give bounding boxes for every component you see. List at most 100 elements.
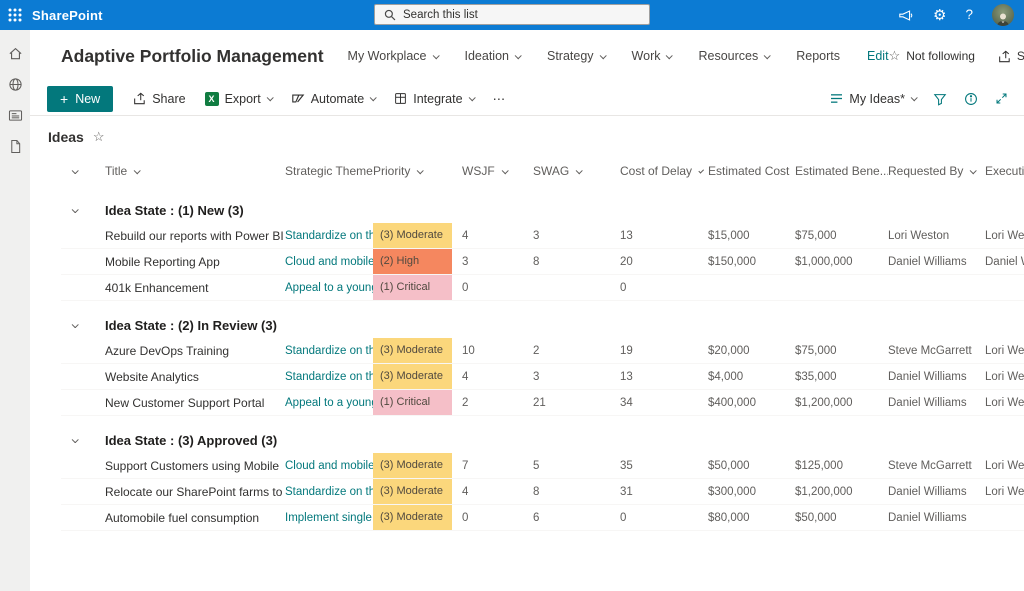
cell-theme[interactable]: Standardize on three softw xyxy=(285,370,373,383)
site-header: 1 Adaptive Portfolio Management My Workp… xyxy=(30,30,1024,82)
cell-title[interactable]: Rebuild our reports with Power BI Design… xyxy=(105,228,285,243)
cell-theme[interactable]: Standardize on three softw xyxy=(285,229,373,242)
announcements-button[interactable] xyxy=(898,9,914,22)
site-share-button[interactable]: Share xyxy=(997,49,1024,63)
table-row[interactable]: Mobile Reporting App Cloud and mobile fi… xyxy=(61,249,1024,275)
nav-reports[interactable]: Reports xyxy=(796,49,841,63)
share-button[interactable]: Share xyxy=(132,92,186,106)
settings-button[interactable]: ⚙ xyxy=(933,8,946,23)
cell-swag: 8 xyxy=(533,255,540,268)
table-row[interactable]: Automobile fuel consumption Implement si… xyxy=(61,505,1024,531)
cell-requested-by: Steve McGarrett xyxy=(888,459,972,472)
column-header-priority[interactable]: Priority xyxy=(373,164,462,178)
rail-home-button[interactable] xyxy=(8,45,23,62)
site-nav: My Workplace Ideation Strategy Work Reso… xyxy=(348,49,889,63)
table-row[interactable]: Rebuild our reports with Power BI Design… xyxy=(61,223,1024,249)
table-row[interactable]: Website Analytics Standardize on three s… xyxy=(61,364,1024,390)
help-button[interactable]: ? xyxy=(965,8,973,22)
chevron-down-icon[interactable] xyxy=(71,207,79,213)
rail-news-button[interactable] xyxy=(8,107,23,124)
ellipsis-icon: ⋯ xyxy=(492,92,506,106)
column-header-executive-sponsor[interactable]: Executive Sp xyxy=(985,164,1024,178)
cell-requested-by: Daniel Williams xyxy=(888,485,967,498)
view-selector[interactable]: My Ideas* xyxy=(830,92,918,106)
cell-theme[interactable]: Standardize on three softw xyxy=(285,344,373,357)
table-row[interactable]: Relocate our SharePoint farms to Azure S… xyxy=(61,479,1024,505)
user-avatar[interactable] xyxy=(992,4,1014,26)
column-header-estimated-benefit[interactable]: Estimated Bene... xyxy=(795,164,888,178)
cell-title[interactable]: Support Customers using Mobile xyxy=(105,458,280,473)
automate-button[interactable]: Automate xyxy=(291,92,377,106)
expand-diagonal-icon xyxy=(996,93,1007,104)
chevron-down-icon[interactable] xyxy=(71,437,79,443)
column-header-requested-by[interactable]: Requested By xyxy=(888,164,985,178)
integrate-button[interactable]: Integrate xyxy=(394,92,476,106)
nav-strategy[interactable]: Strategy xyxy=(547,49,607,63)
column-header-title[interactable]: Title xyxy=(105,164,285,178)
column-header-wsjf[interactable]: WSJF xyxy=(462,164,533,178)
cell-theme[interactable]: Appeal to a younger demo xyxy=(285,396,373,409)
site-title[interactable]: Adaptive Portfolio Management xyxy=(61,45,324,66)
filter-funnel-icon xyxy=(933,93,947,106)
chevron-down-icon xyxy=(666,51,674,59)
document-icon xyxy=(10,139,20,154)
nav-edit[interactable]: Edit xyxy=(867,49,889,63)
filter-button[interactable] xyxy=(933,92,947,106)
cell-title[interactable]: Azure DevOps Training xyxy=(105,343,230,358)
suite-app-name[interactable]: SharePoint xyxy=(32,7,103,23)
main-content: 1 Adaptive Portfolio Management My Workp… xyxy=(30,30,1024,591)
chevron-down-icon[interactable] xyxy=(71,322,79,328)
table-row[interactable]: New Customer Support Portal Appeal to a … xyxy=(61,390,1024,416)
cell-theme[interactable]: Cloud and mobile first xyxy=(285,255,373,268)
column-header-swag[interactable]: SWAG xyxy=(533,164,620,178)
cell-theme[interactable]: Cloud and mobile first xyxy=(285,459,373,472)
rail-documents-button[interactable] xyxy=(9,138,22,155)
chevron-down-icon xyxy=(970,166,978,174)
chevron-down-icon xyxy=(417,166,425,174)
news-icon xyxy=(8,110,22,121)
column-header-strategic-theme[interactable]: Strategic Theme xyxy=(285,164,373,178)
cell-theme[interactable]: Standardize on three softw xyxy=(285,485,373,498)
rail-globe-button[interactable] xyxy=(8,76,23,93)
group-label: Idea State : (1) New (3) xyxy=(105,202,244,218)
cell-requested-by: Daniel Williams xyxy=(888,511,967,524)
group-header[interactable]: Idea State : (2) In Review (3) xyxy=(61,312,1024,338)
nav-ideation[interactable]: Ideation xyxy=(465,49,522,63)
fullscreen-button[interactable] xyxy=(995,92,1008,105)
collapse-all-icon[interactable] xyxy=(71,168,79,174)
column-header-cost-of-delay[interactable]: Cost of Delay xyxy=(620,164,708,178)
nav-my-workplace[interactable]: My Workplace xyxy=(348,49,440,63)
cell-title[interactable]: Website Analytics xyxy=(105,369,199,384)
export-button[interactable]: X Export xyxy=(204,91,274,106)
cell-title[interactable]: Relocate our SharePoint farms to Azure S… xyxy=(105,484,285,499)
cell-estimated-cost: $15,000 xyxy=(708,229,750,242)
more-commands-button[interactable]: ⋯ xyxy=(493,91,506,106)
cell-theme[interactable]: Appeal to a younger demo xyxy=(285,281,373,294)
cell-estimated-benefit: $125,000 xyxy=(795,459,843,472)
column-header-estimated-cost[interactable]: Estimated Cost xyxy=(708,164,795,178)
megaphone-icon xyxy=(899,9,913,21)
group-header[interactable]: Idea State : (1) New (3) xyxy=(61,197,1024,223)
cell-cost-of-delay: 19 xyxy=(620,344,633,357)
table-row[interactable]: Support Customers using Mobile Cloud and… xyxy=(61,453,1024,479)
cell-title[interactable]: New Customer Support Portal xyxy=(105,395,265,410)
cell-swag: 5 xyxy=(533,459,540,472)
favorite-star-icon[interactable]: ☆ xyxy=(92,129,105,144)
cell-estimated-benefit: $1,200,000 xyxy=(795,396,853,409)
search-box[interactable]: Search this list xyxy=(374,4,650,25)
app-launcher-button[interactable] xyxy=(0,0,30,30)
cell-swag: 2 xyxy=(533,344,540,357)
cell-theme[interactable]: Implement single sign-on xyxy=(285,511,373,524)
chevron-down-icon xyxy=(514,51,522,59)
nav-work[interactable]: Work xyxy=(632,49,674,63)
table-row[interactable]: 401k Enhancement Appeal to a younger dem… xyxy=(61,275,1024,301)
follow-button[interactable]: ☆ Not following xyxy=(888,48,975,63)
group-header[interactable]: Idea State : (3) Approved (3) xyxy=(61,427,1024,453)
cell-title[interactable]: Automobile fuel consumption xyxy=(105,510,260,525)
table-row[interactable]: Azure DevOps Training Standardize on thr… xyxy=(61,338,1024,364)
cell-title[interactable]: 401k Enhancement xyxy=(105,280,209,295)
cell-title[interactable]: Mobile Reporting App xyxy=(105,254,220,269)
new-button[interactable]: + New xyxy=(47,85,114,112)
details-button[interactable] xyxy=(964,92,978,106)
nav-resources[interactable]: Resources xyxy=(698,49,771,63)
